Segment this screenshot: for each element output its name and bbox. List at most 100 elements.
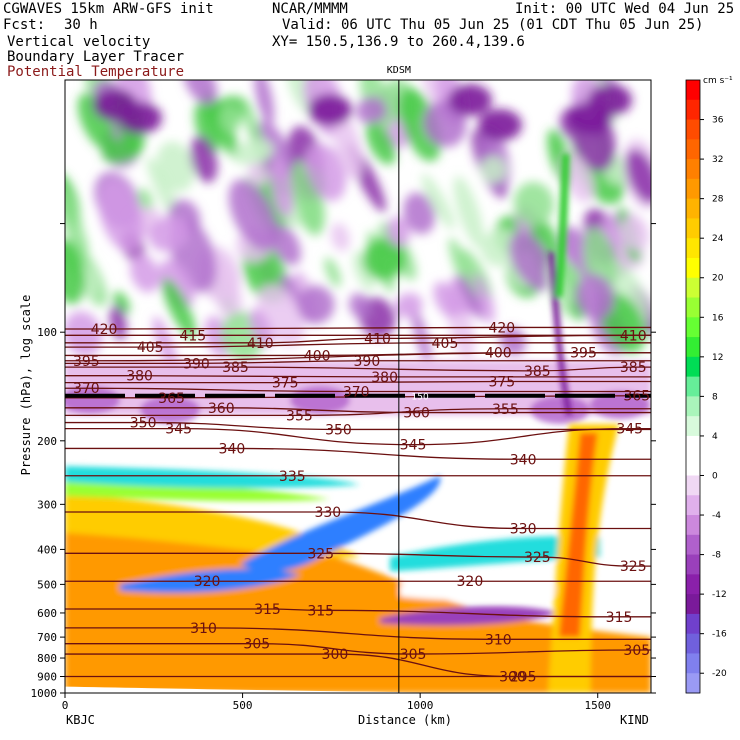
isentrope-label: 395 <box>570 346 597 362</box>
isentrope-line <box>65 380 651 384</box>
isentrope-label: 385 <box>222 360 249 376</box>
y-tick-label: 200 <box>37 435 57 448</box>
isentrope-label: 410 <box>247 336 274 352</box>
isentrope-line <box>65 375 651 378</box>
isentrope-line <box>65 427 651 446</box>
isentrope-label: 315 <box>254 602 281 618</box>
isentrope-line <box>65 387 651 393</box>
chart-title: KDSM <box>387 65 411 76</box>
colorbar-swatch <box>686 139 700 160</box>
isentrope-label: 400 <box>304 348 331 364</box>
isentrope-label: 380 <box>126 369 153 385</box>
right-endpoint-label: KIND <box>620 713 649 727</box>
isentrope-label: 360 <box>403 406 430 422</box>
y-axis-label: Pressure (hPa), log scale <box>19 295 33 476</box>
x-tick-label: 0 <box>62 699 69 712</box>
isentrope-label: 325 <box>524 550 551 566</box>
isentrope-line <box>65 408 651 416</box>
isentrope-line <box>65 421 651 431</box>
field-potential-temperature: Potential Temperature <box>7 64 185 80</box>
isentrope-label: 365 <box>623 389 650 405</box>
y-tick-label: 800 <box>37 652 57 665</box>
org-label: NCAR/MMMM <box>272 1 348 17</box>
isentrope-line <box>65 627 651 640</box>
colorbar-tick-label: 20 <box>712 274 724 284</box>
isentrope-label: 300 <box>322 647 349 663</box>
isentrope-label: 410 <box>620 328 647 344</box>
model-title: CGWAVES 15km ARW-GFS init <box>3 1 214 17</box>
colorbar-tick-label: 0 <box>712 471 718 481</box>
y-tick-label: 100 <box>37 326 57 339</box>
isentrope-line <box>65 360 651 365</box>
x-axis-label: Distance (km) <box>358 713 452 727</box>
colorbar-tick-label: 4 <box>712 432 718 442</box>
isentrope-label: 310 <box>190 621 217 637</box>
isentrope-label: 395 <box>73 354 100 370</box>
plot-frame <box>64 79 652 694</box>
isentrope-label: 345 <box>165 422 192 438</box>
colorbar-tick-label: 24 <box>712 234 724 244</box>
y-tick-label: 900 <box>37 670 57 683</box>
colorbar-tick-label: -16 <box>712 630 727 640</box>
colorbar-swatch <box>686 455 700 476</box>
isentrope-label: 350 <box>325 422 352 438</box>
y-tick-label: 1000 <box>31 687 58 700</box>
isentrope-label: 390 <box>354 354 381 370</box>
cross-section-xy: XY= 150.5,136.9 to 260.4,139.6 <box>272 34 525 50</box>
isentrope-line <box>65 342 651 348</box>
y-tick-label: 600 <box>37 607 57 620</box>
valid-time: Valid: 06 UTC Thu 05 Jun 25 (01 CDT Thu … <box>282 17 704 33</box>
isentrope-label: 345 <box>400 438 427 454</box>
fcst-label: Fcst: <box>3 17 46 33</box>
isentrope-label: 310 <box>485 632 512 648</box>
isentrope-label: 345 <box>616 422 643 438</box>
isentrope-label: 370 <box>73 381 100 397</box>
isentrope-line <box>65 352 651 357</box>
isentrope-label: 380 <box>371 370 398 386</box>
isentrope-label: 355 <box>286 408 313 424</box>
isentrope-label: 400 <box>485 346 512 362</box>
colorbar-swatch <box>686 435 700 457</box>
colorbar-tick-label: 16 <box>712 313 724 323</box>
colorbar-swatch <box>686 99 700 121</box>
colorbar-swatch <box>686 416 700 437</box>
colorbar-swatch <box>686 613 700 635</box>
isentrope-label: 420 <box>488 320 515 336</box>
colorbar-swatch <box>686 238 700 259</box>
isentrope-label: 305 <box>400 647 427 663</box>
colorbar-swatch <box>686 356 700 378</box>
colorbar-tick-label: -4 <box>712 511 721 521</box>
colorbar-tick-label: 8 <box>712 392 718 402</box>
isentrope-line <box>65 608 651 618</box>
isentrope-label: 305 <box>623 643 650 659</box>
isentrope-label: 385 <box>524 364 551 380</box>
isentrope-label: 405 <box>137 340 164 356</box>
isentrope-label: 375 <box>272 376 299 392</box>
colorbar-swatch <box>686 218 700 239</box>
colorbar-swatch <box>686 198 700 219</box>
field-boundary-layer-tracer: Boundary Layer Tracer <box>7 49 185 65</box>
field-vertical-velocity: Vertical velocity <box>7 34 151 50</box>
isentrope-line <box>65 407 651 414</box>
colorbar-tick-label: 32 <box>712 155 723 165</box>
isentrope-line <box>65 326 651 330</box>
y-tick-label: 300 <box>37 498 57 511</box>
isentrope-line <box>65 643 651 655</box>
isentrope-label: 330 <box>510 521 537 537</box>
colorbar-swatch <box>686 297 700 318</box>
isentrope-label: 300 <box>499 669 526 685</box>
isentrope-label: 390 <box>183 356 210 372</box>
colorbar-swatch <box>686 119 700 140</box>
isentrope-label: 370 <box>343 384 370 400</box>
left-endpoint-label: KBJC <box>66 713 95 727</box>
isentrope-label: 325 <box>307 546 334 562</box>
isentrope-label: 340 <box>510 452 537 468</box>
colorbar-unit: cm s⁻¹ <box>703 76 733 86</box>
colorbar-swatch <box>686 277 700 299</box>
isentrope-label: 355 <box>492 402 519 418</box>
isentrope-label: 315 <box>307 603 334 619</box>
x-tick-label: 1000 <box>407 699 434 712</box>
isentrope-label: 320 <box>457 574 484 590</box>
isentrope-label: 350 <box>130 416 157 432</box>
